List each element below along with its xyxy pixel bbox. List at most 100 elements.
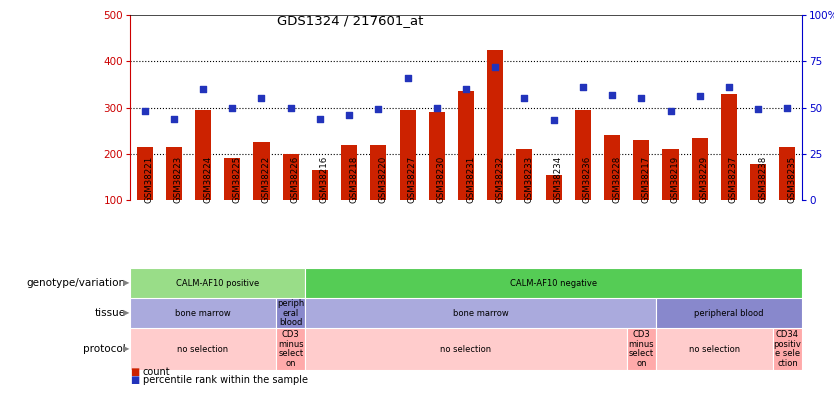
Bar xyxy=(458,91,474,200)
Text: GSM38224: GSM38224 xyxy=(203,156,212,203)
Text: GSM38223: GSM38223 xyxy=(173,156,183,203)
Text: no selection: no selection xyxy=(689,345,740,354)
Bar xyxy=(656,298,802,328)
Point xyxy=(518,95,531,102)
Point xyxy=(460,86,473,92)
Bar xyxy=(130,268,305,298)
Text: GSM38219: GSM38219 xyxy=(671,156,680,203)
Text: GDS1324 / 217601_at: GDS1324 / 217601_at xyxy=(277,14,424,27)
Bar xyxy=(575,110,591,200)
Bar xyxy=(276,298,305,328)
Text: protocol: protocol xyxy=(83,344,126,354)
Text: peripheral blood: peripheral blood xyxy=(694,309,764,318)
Text: GSM38235: GSM38235 xyxy=(787,156,796,203)
Text: GSM38226: GSM38226 xyxy=(291,156,299,203)
Bar xyxy=(341,145,357,200)
Text: GSM38231: GSM38231 xyxy=(466,156,475,203)
Bar xyxy=(137,147,153,200)
Point xyxy=(255,95,269,102)
Bar xyxy=(312,170,328,200)
Text: periph
eral
blood: periph eral blood xyxy=(277,299,304,327)
Bar xyxy=(633,140,650,200)
Text: GSM38237: GSM38237 xyxy=(729,156,738,203)
Bar xyxy=(305,328,626,370)
Text: CALM-AF10 negative: CALM-AF10 negative xyxy=(510,279,597,288)
Point xyxy=(138,108,151,115)
Text: count: count xyxy=(143,367,170,377)
Text: GSM38218: GSM38218 xyxy=(349,156,358,203)
Text: GSM38229: GSM38229 xyxy=(700,156,709,203)
Bar xyxy=(166,147,182,200)
Text: GSM38225: GSM38225 xyxy=(232,156,241,203)
Bar xyxy=(779,147,796,200)
Text: percentile rank within the sample: percentile rank within the sample xyxy=(143,375,308,385)
Text: no selection: no selection xyxy=(178,345,229,354)
Point xyxy=(751,106,765,113)
Point xyxy=(401,75,414,81)
Point xyxy=(635,95,648,102)
Point xyxy=(605,91,619,98)
Text: CALM-AF10 positive: CALM-AF10 positive xyxy=(176,279,259,288)
Bar xyxy=(130,298,276,328)
Bar xyxy=(429,112,445,200)
Bar xyxy=(721,94,737,200)
Bar xyxy=(487,50,503,200)
Point xyxy=(664,108,677,115)
Text: GSM38230: GSM38230 xyxy=(437,156,446,203)
Bar xyxy=(399,110,415,200)
Point xyxy=(722,84,736,90)
Bar xyxy=(750,164,766,200)
Point xyxy=(693,93,706,100)
Text: ▶: ▶ xyxy=(123,345,129,354)
Text: GSM38227: GSM38227 xyxy=(408,156,416,203)
Point xyxy=(547,117,560,124)
Text: CD3
minus
select
on: CD3 minus select on xyxy=(629,330,654,368)
Text: GSM38234: GSM38234 xyxy=(554,156,563,203)
Text: GSM38236: GSM38236 xyxy=(583,156,592,203)
Text: tissue: tissue xyxy=(95,308,126,318)
Bar xyxy=(130,328,276,370)
Bar xyxy=(305,268,802,298)
Text: no selection: no selection xyxy=(440,345,491,354)
Point xyxy=(314,115,327,122)
Bar xyxy=(545,175,561,200)
Text: GSM38221: GSM38221 xyxy=(144,156,153,203)
Text: ■: ■ xyxy=(130,367,139,377)
Bar xyxy=(283,154,299,200)
Text: ▶: ▶ xyxy=(123,309,129,318)
Bar xyxy=(691,138,708,200)
Point xyxy=(576,84,590,90)
Bar xyxy=(254,142,269,200)
Text: GSM38233: GSM38233 xyxy=(525,156,534,203)
Bar xyxy=(656,328,773,370)
Text: GSM38216: GSM38216 xyxy=(320,156,329,203)
Text: GSM38222: GSM38222 xyxy=(262,156,270,203)
Text: bone marrow: bone marrow xyxy=(175,309,231,318)
Point xyxy=(489,64,502,70)
Bar xyxy=(662,149,679,200)
Text: ■: ■ xyxy=(130,375,139,385)
Point xyxy=(167,115,180,122)
Text: GSM38217: GSM38217 xyxy=(641,156,651,203)
Text: ▶: ▶ xyxy=(123,279,129,288)
Point xyxy=(225,104,239,111)
Text: GSM38232: GSM38232 xyxy=(495,156,505,203)
Bar xyxy=(195,110,211,200)
Text: CD3
minus
select
on: CD3 minus select on xyxy=(278,330,304,368)
Point xyxy=(781,104,794,111)
Point xyxy=(372,106,385,113)
Bar xyxy=(516,149,532,200)
Bar xyxy=(370,145,386,200)
Bar xyxy=(604,135,620,200)
Bar xyxy=(224,158,240,200)
Text: GSM38220: GSM38220 xyxy=(379,156,387,203)
Text: genotype/variation: genotype/variation xyxy=(27,278,126,288)
Text: bone marrow: bone marrow xyxy=(453,309,509,318)
Bar xyxy=(626,328,656,370)
Point xyxy=(284,104,298,111)
Text: CD34
positiv
e sele
ction: CD34 positiv e sele ction xyxy=(773,330,801,368)
Point xyxy=(430,104,444,111)
Text: GSM38228: GSM38228 xyxy=(612,156,621,203)
Text: GSM38238: GSM38238 xyxy=(758,156,767,203)
Bar xyxy=(305,298,656,328)
